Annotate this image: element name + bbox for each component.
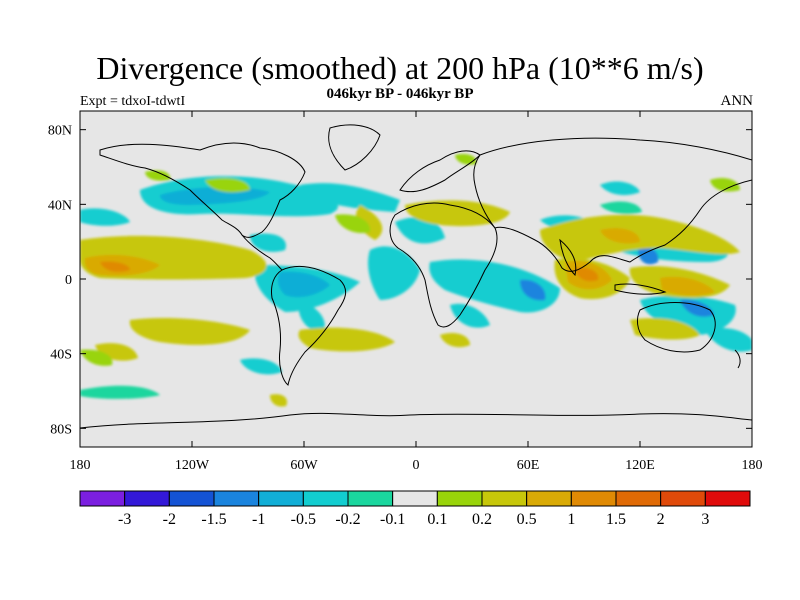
chart-subtitle: 046kyr BP - 046kyr BP: [326, 86, 474, 102]
x-tick-label: 180: [742, 458, 763, 473]
x-tick-label: 0: [413, 458, 420, 473]
y-tick-label: 80N: [48, 124, 72, 139]
coast-africa: [389, 202, 498, 328]
colorbar-label: 1: [567, 511, 575, 528]
colorbar-label: 3: [701, 511, 709, 528]
y-tick-label: 80S: [50, 422, 72, 437]
y-tick-label: 40N: [48, 198, 72, 213]
colorbar-label: 2: [657, 511, 665, 528]
field-negative: [640, 295, 736, 335]
colorbar-swatch: [615, 490, 662, 507]
field-negative: [240, 358, 282, 375]
colorbar-label: -0.1: [380, 511, 405, 528]
coast-new-zealand: [734, 349, 741, 369]
colorbar-swatch: [302, 490, 349, 507]
colorbar-label: -1: [252, 511, 265, 528]
x-tick-label: 180: [70, 458, 91, 473]
colorbar-swatch: [168, 490, 215, 507]
field-strong-negative: [520, 279, 546, 301]
x-tick-label: 120E: [625, 458, 655, 473]
field-strong-positive: [600, 228, 640, 244]
coast-antarctica: [80, 412, 752, 429]
map-axes: 180 120W 60W 0 60E 120E 180 80N 40N 0 40S 80S: [48, 111, 763, 473]
colorbar-label: 1.5: [606, 511, 626, 528]
coast-central-america: [241, 234, 283, 271]
experiment-label: Expt = tdxoI-tdwtI: [80, 94, 186, 109]
field-strong-negative: [638, 248, 659, 265]
y-tick-label: 40S: [50, 348, 72, 363]
colorbar-swatch: [392, 490, 438, 507]
map-area: [80, 111, 752, 447]
field-negative: [450, 303, 490, 328]
field-negative: [80, 208, 130, 226]
coastlines: [80, 124, 752, 429]
coast-asia: [473, 137, 752, 272]
field-weak-positive: [335, 214, 371, 234]
field-positive: [440, 333, 470, 348]
field-positive: [405, 200, 510, 227]
coast-south-america: [271, 265, 347, 386]
colorbar-swatch: [213, 490, 260, 507]
colorbar: -3 -2 -1.5 -1 -0.5 -0.2 -0.1 0.1 0.2 0.5 1 1.5 2 3: [79, 490, 751, 528]
field-positive: [630, 318, 700, 340]
field-weak-positive: [205, 178, 250, 193]
coast-indonesia: [614, 283, 667, 295]
y-tick-label: 0: [65, 273, 72, 288]
colorbar-swatch: [481, 490, 528, 507]
colorbar-label: 0.1: [427, 511, 447, 528]
field-negative: [429, 259, 560, 313]
colorbar-swatch: [347, 490, 394, 507]
field-negative: [298, 300, 325, 334]
season-label: ANN: [720, 93, 754, 109]
x-tick-label: 120W: [175, 458, 210, 473]
colorbar-label: -3: [118, 511, 131, 528]
colorbar-swatch: [124, 490, 170, 507]
colorbar-swatch: [570, 490, 617, 507]
field-weak-positive: [145, 170, 171, 181]
colorbar-swatch: [436, 490, 483, 507]
field-strong-positive: [660, 276, 715, 296]
field-negative: [250, 233, 286, 252]
field-weak-negative: [80, 385, 160, 399]
field-positive: [129, 318, 250, 345]
colorbar-swatch: [258, 490, 304, 507]
field-negative: [395, 217, 445, 244]
x-tick-label: 60E: [517, 458, 540, 473]
colorbar-label: 0.5: [517, 511, 537, 528]
coast-india: [559, 238, 577, 276]
chart-title: Divergence (smoothed) at 200 hPa (10**6 …: [96, 50, 704, 86]
colorbar-label: -0.5: [291, 511, 316, 528]
colorbar-swatch: [704, 490, 751, 507]
field-strong-positive: [100, 261, 130, 272]
colorbar-label: -2: [163, 511, 176, 528]
field-strong-negative: [277, 271, 330, 298]
field-positive: [540, 214, 740, 262]
contour-fields: [80, 154, 752, 407]
colorbar-label: 0.2: [472, 511, 492, 528]
colorbar-label: -1.5: [201, 511, 226, 528]
colorbar-label: -0.2: [335, 511, 360, 528]
coast-greenland: [328, 124, 381, 171]
colorbar-swatch: [79, 490, 126, 507]
colorbar-swatch: [526, 490, 572, 507]
coast-north-america: [99, 142, 306, 238]
field-negative: [705, 328, 752, 352]
field-weak-positive: [80, 349, 113, 366]
field-negative: [300, 183, 400, 212]
coast-australia: [636, 302, 716, 353]
field-negative: [600, 181, 640, 196]
field-strong-positive: [575, 267, 599, 282]
colorbar-swatch: [660, 490, 706, 507]
field-positive: [270, 394, 288, 407]
x-tick-label: 60W: [290, 458, 318, 473]
field-negative: [368, 246, 420, 300]
field-weak-positive: [710, 178, 740, 192]
field-positive: [355, 205, 383, 240]
field-weak-negative: [600, 201, 642, 214]
